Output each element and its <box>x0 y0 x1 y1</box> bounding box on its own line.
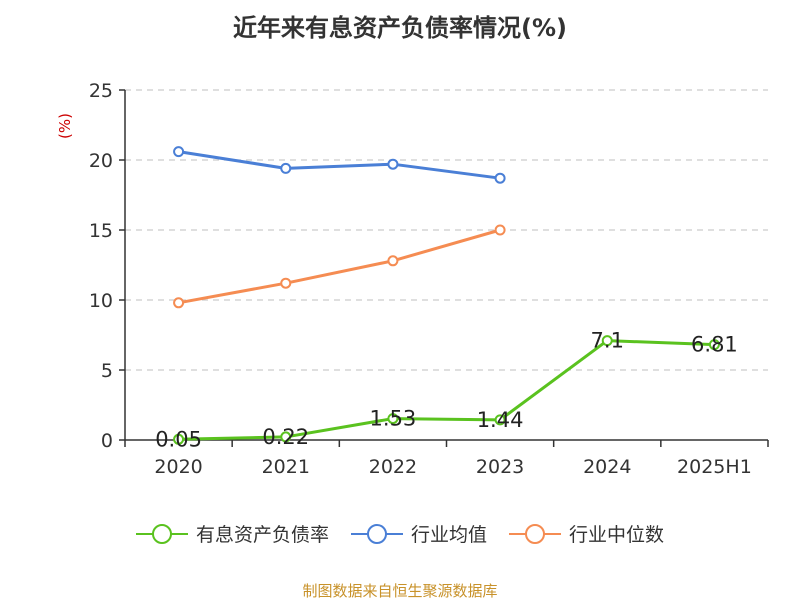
legend-item[interactable]: 有息资产负债率 <box>135 520 329 547</box>
data-point <box>387 158 399 170</box>
chart-legend: 有息资产负债率 行业均值 行业中位数 <box>0 520 800 547</box>
y-axis-label: (%) <box>56 113 74 139</box>
y-tick-label: 5 <box>101 360 113 382</box>
x-tick-label: 2022 <box>369 456 417 478</box>
legend-label: 行业中位数 <box>569 524 665 546</box>
data-source-note: 制图数据来自恒生聚源数据库 <box>302 582 498 600</box>
legend-item[interactable]: 行业中位数 <box>509 520 664 547</box>
line-chart: 0 5 10 15 20 25 2020 2021 2022 2023 2024 2025H1 (%)… <box>56 80 769 478</box>
series-line <box>178 228 501 305</box>
data-point <box>280 277 292 289</box>
data-point <box>494 224 506 236</box>
series-line <box>178 339 715 441</box>
legend-label: 有息资产负债率 <box>195 524 329 546</box>
x-tick-label: 2020 <box>154 456 202 478</box>
data-point <box>387 255 399 267</box>
y-tick-label: 15 <box>89 220 113 242</box>
legend-marker-icon <box>350 523 403 545</box>
data-label: 1.53 <box>370 407 417 431</box>
data-point <box>494 172 506 184</box>
chart-title: 近年来有息资产负债率情况(%) <box>233 14 567 42</box>
data-point <box>387 413 399 425</box>
data-point <box>173 433 185 445</box>
data-point <box>601 335 613 347</box>
x-tick-label: 2023 <box>476 456 524 478</box>
data-point <box>280 431 292 443</box>
legend-item[interactable]: 行业均值 <box>350 520 487 547</box>
legend-marker-icon <box>509 523 561 545</box>
data-label: 6.81 <box>691 333 738 357</box>
series-line <box>178 150 501 180</box>
data-point <box>494 414 506 426</box>
data-point <box>280 162 292 174</box>
x-tick-label: 2024 <box>583 456 631 478</box>
y-tick-label: 0 <box>101 430 113 452</box>
data-point <box>173 146 185 158</box>
x-tick-label: 2021 <box>262 456 310 478</box>
data-label: 7.1 <box>591 329 624 353</box>
data-label: 1.44 <box>477 408 524 432</box>
data-label: 0.05 <box>155 427 202 451</box>
data-point <box>708 339 720 351</box>
y-tick-label: 20 <box>89 150 113 172</box>
y-tick-label: 25 <box>89 80 113 102</box>
data-label: 0.22 <box>262 425 309 449</box>
legend-marker-icon <box>135 523 188 545</box>
legend-label: 行业均值 <box>410 524 487 546</box>
data-point <box>173 297 185 309</box>
y-tick-label: 10 <box>89 290 113 312</box>
x-tick-label: 2025H1 <box>677 456 752 478</box>
